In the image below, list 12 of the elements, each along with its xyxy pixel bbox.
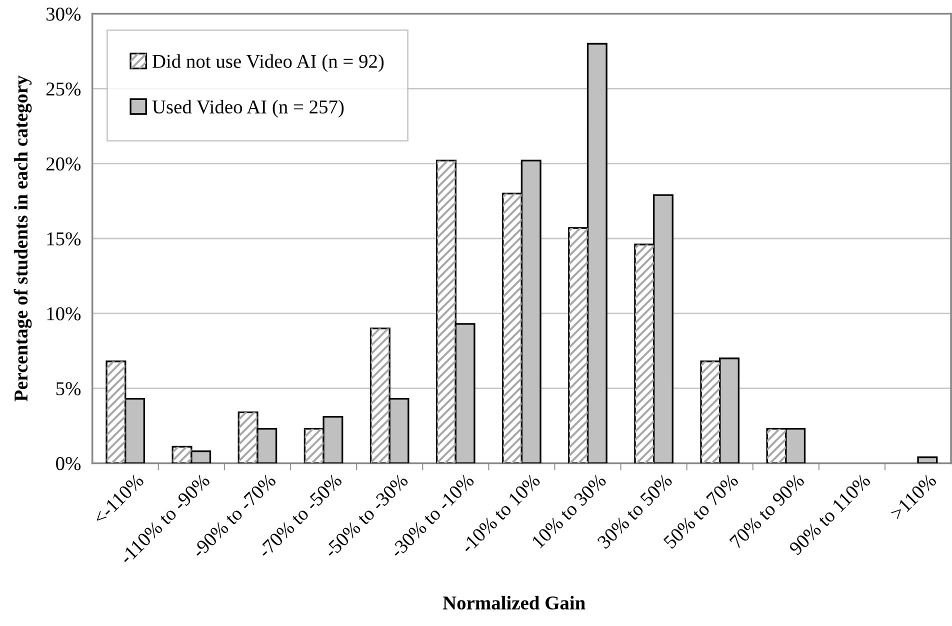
bar bbox=[917, 456, 938, 464]
y-tick-label: 20% bbox=[46, 157, 81, 171]
y-axis-title: Percentage of students in each category bbox=[14, 76, 32, 402]
y-tick-label: 10% bbox=[47, 307, 81, 320]
legend-label: Used Video AI (n = 257) bbox=[152, 100, 344, 118]
y-tick-label: 30% bbox=[46, 8, 81, 21]
y-tick-label: 15% bbox=[47, 232, 81, 246]
y-tick-label: 5% bbox=[56, 382, 81, 396]
y-tick-label: 25% bbox=[46, 82, 81, 96]
legend-label: Did not use Video AI (n = 92) bbox=[152, 54, 384, 72]
x-axis-title: Normalized Gain bbox=[442, 596, 586, 610]
y-tick-label: 0% bbox=[56, 457, 81, 470]
